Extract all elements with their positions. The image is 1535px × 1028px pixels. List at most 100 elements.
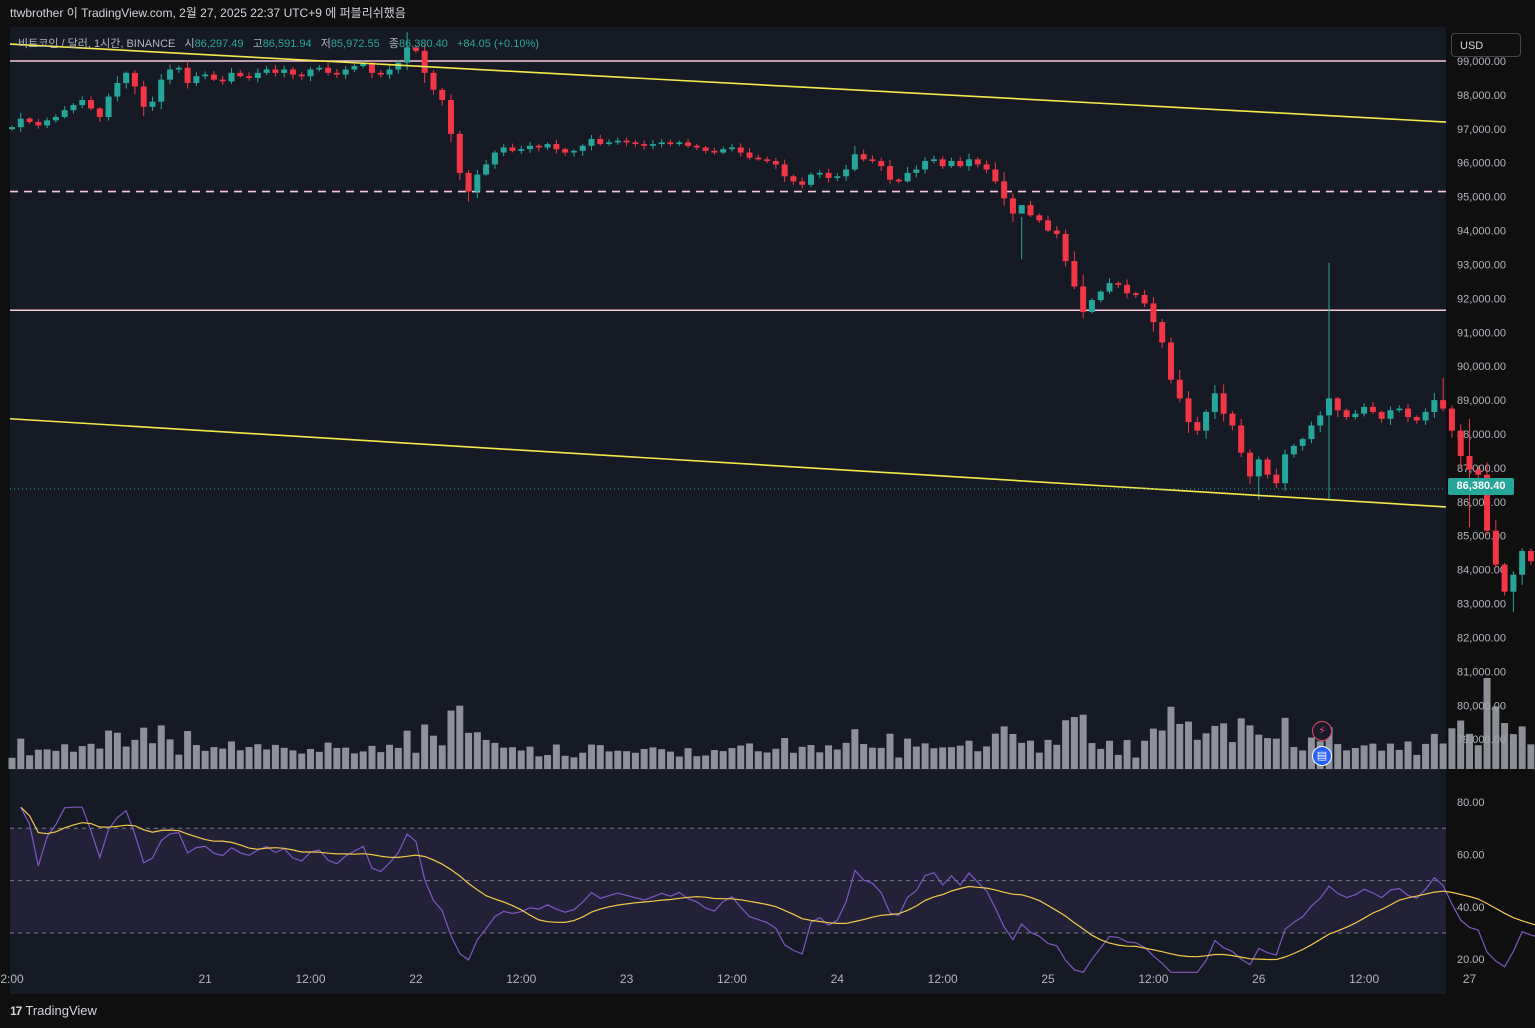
candle-body [439,89,446,100]
candle-body [465,172,472,192]
volume-bar [1474,745,1482,769]
candle-body [553,144,560,150]
legend-low: 85,972.55 [330,38,380,50]
volume-bar [877,747,885,769]
volume-bar [675,756,683,769]
candle-body [948,161,955,167]
volume-bar [1509,734,1517,769]
time-tick-label: 12:00 [1138,972,1168,986]
volume-bar [1018,742,1026,769]
volume-bar [579,752,587,769]
candle-body [1387,410,1394,419]
volume-bar [236,750,244,769]
volume-bar [947,747,955,769]
volume-bar [52,750,60,769]
tradingview-logo[interactable]: 17 TradingView [10,1003,97,1018]
volume-bar [1026,740,1034,769]
candle-body [351,66,358,70]
candle-body [667,142,674,145]
candle-body [1132,293,1139,295]
volume-bar [1281,717,1289,769]
volume-bar [1465,733,1473,769]
volume-bar [1044,739,1052,769]
volume-bar [1158,730,1166,769]
candle-body [1150,303,1157,323]
volume-bar [1430,733,1438,769]
volume-bar [394,747,402,769]
price-tick-label: 92,000.00 [1457,293,1506,305]
candle-body [1484,474,1491,531]
trendline [9,43,1447,123]
candle-body [26,118,33,123]
candle-body [123,72,130,84]
volume-bar [105,730,113,769]
flash-event-icon[interactable]: ⚡ [1312,721,1332,741]
candle-body [1369,406,1376,412]
candle-body [518,149,525,151]
volume-bar [1228,742,1236,769]
volume-bar [447,710,455,769]
volume-bar [184,731,192,769]
candle-body [1062,233,1069,262]
candle-body [456,133,463,173]
candle-body [746,152,753,158]
volume-bar [245,747,253,769]
volume-bar [667,751,674,769]
candle-body [764,159,771,162]
volume-bar [1246,725,1254,769]
chart-svg[interactable]: 79,000.0080,000.0081,000.0082,000.0083,0… [0,27,1535,994]
candle-body [1036,215,1043,221]
volume-bar [192,745,200,769]
volume-bar [710,750,718,769]
candle-body [325,67,332,73]
legend-close-label: 종 [388,38,399,50]
volume-bar [1114,754,1122,769]
candle-body [1220,393,1227,414]
time-tick-label: 22 [409,972,423,986]
price-tick-label: 93,000.00 [1457,259,1506,271]
candle-body [1229,413,1236,426]
candle-body [895,179,902,182]
currency-button[interactable]: USD [1451,33,1521,57]
candle-body [1246,452,1253,477]
candle-body [1326,398,1332,416]
volume-bar [939,747,947,769]
volume-bar [737,745,745,769]
publish-caption: ttwbrother 이 TradingView.com, 2월 27, 202… [10,6,406,20]
candle-body [1018,205,1025,214]
candle-body [641,144,648,146]
candle-body [254,72,261,78]
candle-body [1308,425,1315,440]
candle-body [825,172,832,178]
volume-bar [368,745,376,769]
volume-bar [1369,743,1377,769]
volume-bar [1501,723,1509,769]
candle-body [1001,181,1008,199]
volume-bar [772,748,780,769]
price-tick-label: 81,000.00 [1457,666,1506,678]
candle-body [1080,286,1087,312]
candle-body [9,127,15,130]
candle-body [1009,198,1016,214]
candle-body [1457,430,1464,457]
candle-body [1466,456,1473,470]
candle-body [992,169,999,182]
volume-bar [535,756,543,769]
candle-body [1334,398,1341,411]
volume-bar [825,745,833,769]
candle-body [632,142,639,145]
last-price-tag: 86,380.40 [1448,478,1514,495]
price-tick-label: 91,000.00 [1457,327,1506,339]
price-tick-label: 98,000.00 [1457,90,1506,102]
candle-body [1299,439,1306,446]
candle-body [114,83,121,97]
us-flag-event-icon[interactable]: ▤ [1312,746,1332,766]
chart-area[interactable]: 79,000.00 80,000.00 81,000.00 82,000.00 83,0… [0,27,1535,994]
volume-bar [43,749,51,769]
volume-bar [412,752,420,769]
rsi-tick-label: 20.00 [1457,954,1485,966]
time-tick-label: 27 [1463,972,1477,986]
price-tick-label: 94,000.00 [1457,226,1506,238]
time-tick-label: 12:00 [506,972,536,986]
candle-body [597,138,604,145]
